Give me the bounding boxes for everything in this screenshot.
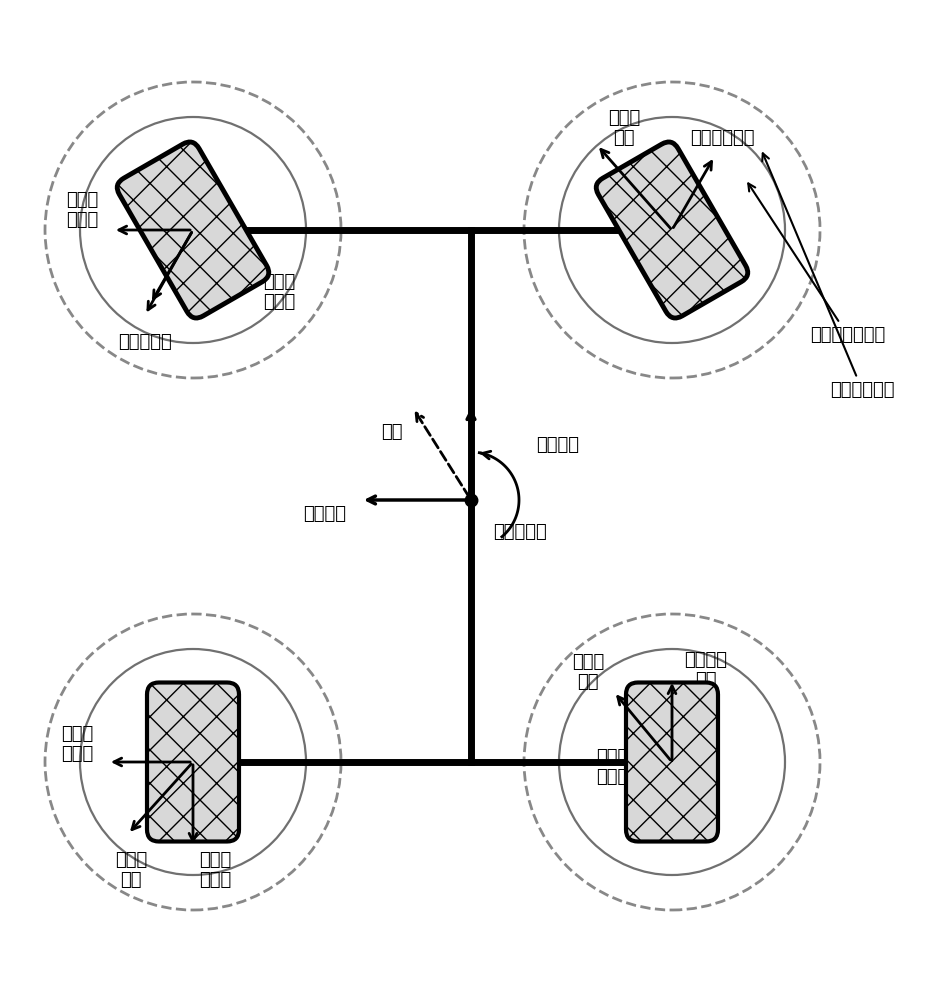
Text: 右后轮
合力: 右后轮 合力 [571,653,604,691]
Text: 左前轮合力: 左前轮合力 [118,333,172,351]
Text: 纵向车速: 纵向车速 [536,436,579,454]
FancyBboxPatch shape [117,142,269,318]
FancyBboxPatch shape [147,682,239,842]
Text: 右后轮纵
向力: 右后轮纵 向力 [684,651,727,689]
Text: 左后轮
侧向力: 左后轮 侧向力 [60,725,93,763]
Text: 横向车速: 横向车速 [303,505,346,523]
FancyBboxPatch shape [626,682,718,842]
Text: 横摆角速度: 横摆角速度 [493,523,547,541]
Text: 左后轮
合力: 左后轮 合力 [115,851,147,889]
Text: 右后轮
纵向力: 右后轮 纵向力 [596,748,628,786]
Text: 左前轮
纵向力: 左前轮 纵向力 [263,273,295,311]
Text: 轮胎力附着圆: 轮胎力附着圆 [762,153,895,399]
Text: 轮胎力利用区域: 轮胎力利用区域 [748,183,885,344]
Text: 左后轮
纵向力: 左后轮 纵向力 [199,851,231,889]
Text: 右前轮
合力: 右前轮 合力 [608,109,640,147]
Text: 右前轮
侧向力: 右前轮 侧向力 [682,229,714,267]
Text: 右前轮纵向力: 右前轮纵向力 [690,129,754,147]
FancyBboxPatch shape [596,142,748,318]
Text: 左前轮
侧向力: 左前轮 侧向力 [66,191,98,229]
Text: 车速: 车速 [382,423,403,441]
